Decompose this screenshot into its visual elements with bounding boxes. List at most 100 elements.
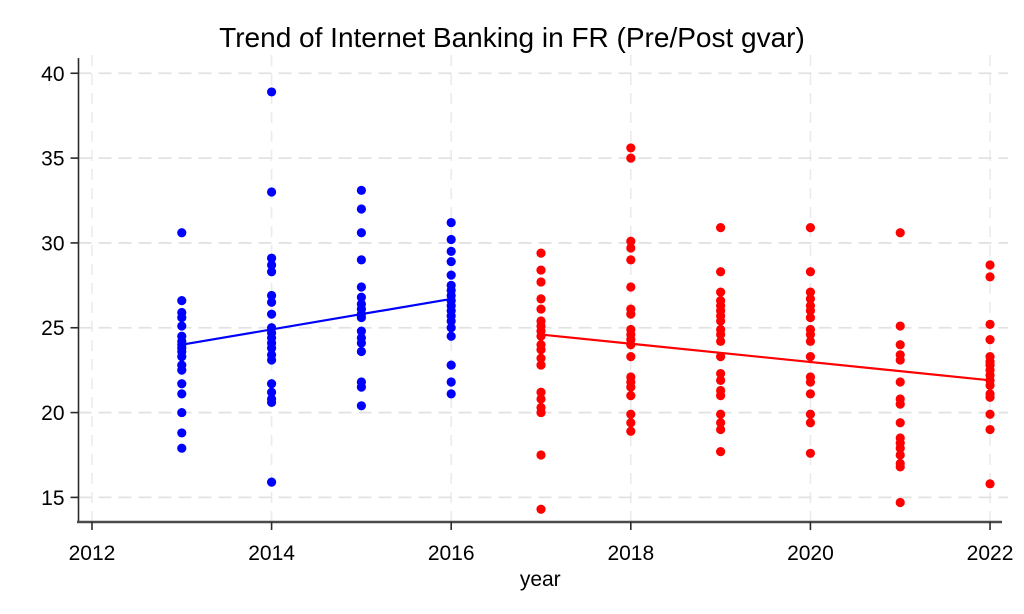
data-point	[177, 389, 187, 399]
data-point	[266, 260, 277, 270]
data-point	[177, 321, 187, 331]
data-point	[805, 223, 816, 233]
data-point	[536, 360, 546, 370]
data-point	[626, 418, 636, 428]
data-point	[446, 377, 456, 387]
data-point	[356, 346, 366, 357]
y-tick-label: 40	[41, 63, 64, 86]
data-point	[626, 409, 636, 419]
data-point	[266, 477, 277, 487]
data-point	[985, 272, 995, 282]
data-point	[805, 351, 816, 362]
y-tick-label: 20	[41, 402, 64, 425]
data-point	[177, 428, 187, 438]
data-point	[536, 248, 546, 258]
data-point	[805, 418, 816, 428]
data-point	[356, 382, 366, 392]
data-point	[536, 394, 546, 404]
data-point	[805, 448, 816, 458]
data-point	[716, 368, 726, 379]
data-point	[266, 87, 277, 97]
data-point	[895, 497, 905, 508]
data-point	[805, 336, 816, 346]
data-point	[446, 246, 456, 257]
data-point	[536, 331, 546, 341]
data-point	[356, 401, 366, 411]
data-point	[805, 287, 816, 297]
data-point	[356, 338, 366, 348]
data-point	[177, 296, 187, 306]
data-point	[446, 389, 456, 399]
data-point	[626, 391, 636, 401]
data-point	[446, 360, 456, 370]
data-point	[805, 409, 816, 419]
data-point	[716, 267, 726, 277]
data-point	[266, 267, 277, 277]
data-point	[805, 312, 816, 323]
data-point	[716, 329, 726, 340]
data-point	[266, 397, 277, 407]
data-point	[446, 331, 456, 341]
data-point	[985, 479, 995, 489]
data-point	[626, 255, 636, 265]
data-point	[985, 409, 995, 419]
data-point	[177, 407, 187, 418]
data-point	[356, 326, 366, 336]
data-point	[356, 292, 366, 302]
data-point	[446, 323, 456, 333]
data-point	[446, 316, 456, 326]
data-point	[805, 267, 816, 277]
data-point	[716, 391, 726, 401]
data-point	[716, 424, 726, 435]
data-point	[446, 270, 456, 280]
data-point	[536, 304, 546, 314]
data-point	[266, 253, 277, 263]
data-point	[895, 443, 905, 453]
data-point	[805, 306, 816, 316]
data-point	[177, 351, 187, 362]
data-point	[895, 450, 905, 460]
data-point	[626, 143, 636, 153]
data-point	[356, 185, 366, 195]
data-point	[266, 309, 277, 319]
data-point	[177, 365, 187, 375]
data-point	[895, 377, 905, 387]
data-point	[536, 345, 546, 355]
y-tick-label: 25	[41, 317, 64, 340]
data-point	[805, 294, 816, 304]
trend-line	[540, 333, 991, 382]
data-point	[985, 335, 995, 345]
data-point	[985, 319, 995, 329]
data-point	[266, 187, 277, 197]
data-point	[446, 217, 456, 228]
data-point	[985, 392, 995, 402]
data-point	[536, 504, 546, 514]
data-point	[356, 228, 366, 238]
data-point	[626, 382, 636, 392]
data-point	[266, 343, 277, 353]
data-point	[626, 426, 636, 436]
data-point	[266, 379, 277, 389]
data-point	[985, 260, 995, 270]
data-point	[536, 265, 546, 275]
data-point	[536, 294, 546, 304]
data-point	[895, 355, 905, 365]
data-point	[177, 312, 187, 323]
data-point	[805, 377, 816, 387]
data-point	[356, 255, 366, 265]
chart-title: Trend of Internet Banking in FR (Pre/Pos…	[219, 22, 805, 53]
data-point	[536, 387, 546, 397]
data-point	[895, 340, 905, 350]
data-point	[716, 351, 726, 362]
data-point	[716, 409, 726, 419]
x-tick-label: 2020	[787, 542, 834, 565]
data-point	[716, 375, 726, 385]
data-point	[626, 309, 636, 319]
data-point	[716, 316, 726, 326]
data-point	[895, 418, 905, 428]
data-point	[266, 355, 277, 365]
data-point	[177, 443, 187, 453]
x-tick-label: 2012	[69, 542, 116, 565]
